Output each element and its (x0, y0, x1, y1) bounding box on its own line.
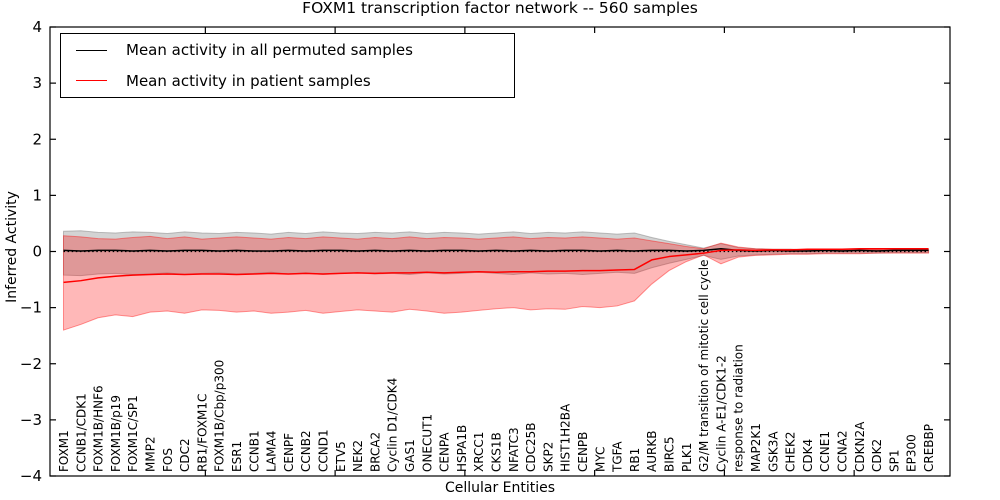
x-category-label: CCND1 (317, 429, 331, 472)
x-category-label: NFATC3 (507, 427, 521, 472)
patient-mean-line (63, 247, 929, 284)
x-category-label: MAP2K1 (749, 423, 763, 472)
x-category-label: AURKB (645, 431, 659, 472)
x-category-label: TGFA (611, 441, 625, 473)
x-category-label: G2/M transition of mitotic cell cycle (697, 259, 711, 472)
x-category-label: FOXM1 (57, 430, 71, 472)
x-category-label: CDKN2A (853, 421, 867, 472)
x-category-label: GSK3A (766, 431, 780, 472)
x-category-label: LAMA4 (265, 431, 279, 472)
x-category-label: FOXM1C/SP1 (126, 395, 140, 472)
x-category-label: Cyclin A-E1/CDK1-2 (714, 355, 728, 472)
x-category-label: GAS1 (403, 439, 417, 472)
x-category-label: Cyclin D1/CDK4 (386, 378, 400, 472)
x-category-label: CREBBP (922, 424, 936, 472)
x-category-label: CDK4 (801, 439, 815, 472)
x-category-label: SKP2 (541, 442, 555, 472)
x-category-label: HIST1H2BA (559, 403, 573, 472)
x-category-label: CCNB2 (299, 430, 313, 472)
y-tick-label: 1 (32, 186, 42, 204)
legend-entry-patient: Mean activity in patient samples (61, 67, 514, 95)
legend-label-patient: Mean activity in patient samples (126, 71, 371, 90)
x-axis-label: Cellular Entities (444, 480, 556, 496)
y-tick-label: 3 (32, 74, 42, 92)
patient-line-swatch (76, 80, 107, 82)
x-category-label: RB1/FOXM1C (195, 394, 209, 472)
x-category-label: FOXM1B/Cbp/p300 (213, 360, 227, 472)
x-category-label: response to radiation (732, 344, 746, 472)
x-category-label: MMP2 (144, 436, 158, 472)
legend-label-permuted: Mean activity in all permuted samples (126, 41, 413, 60)
x-category-label: HSPA1B (455, 425, 469, 472)
y-tick-label: 4 (32, 18, 42, 36)
x-category-label: CCNB1 (247, 430, 261, 472)
x-category-label: CCNA2 (836, 430, 850, 472)
x-category-label: CDK2 (870, 439, 884, 472)
x-category-label: FOXM1B/p19 (109, 395, 123, 472)
x-category-label: PLK1 (680, 443, 694, 472)
x-category-label: MYC (593, 447, 607, 472)
permuted-mean-line (63, 247, 929, 252)
y-tick-label: −3 (20, 411, 42, 429)
x-category-label: FOS (161, 448, 175, 472)
chart-title: FOXM1 transcription factor network -- 56… (302, 0, 698, 17)
y-tick-label: 2 (32, 130, 42, 148)
x-category-label: ETV5 (334, 441, 348, 472)
x-category-label: CENPF (282, 433, 296, 472)
x-category-label: EP300 (905, 434, 919, 472)
y-tick-label: 0 (32, 243, 42, 261)
x-category-label: BRCA2 (368, 432, 382, 472)
x-category-label: XRCC1 (472, 432, 486, 472)
x-category-label: CCNB1/CDK1 (74, 393, 88, 472)
x-category-label: CDC2 (178, 438, 192, 472)
x-category-label: RB1 (628, 448, 642, 472)
legend-entry-permuted: Mean activity in all permuted samples (61, 36, 514, 64)
permuted-line-swatch (76, 49, 107, 51)
x-category-label: CENPA (438, 432, 452, 472)
x-category-label: CCNE1 (818, 431, 832, 472)
x-category-label: ESR1 (230, 441, 244, 472)
patient-range-band (62, 235, 930, 331)
x-category-label: BIRC5 (663, 436, 677, 472)
y-tick-label: −2 (20, 355, 42, 373)
y-axis-label: Inferred Activity (4, 191, 20, 303)
x-category-label: CENPB (576, 432, 590, 472)
x-category-label: CKS1B (490, 432, 504, 472)
x-category-label: FOXM1B/HNF6 (92, 385, 106, 472)
x-category-label: ONECUT1 (420, 414, 434, 472)
y-tick-label: −4 (20, 467, 42, 485)
x-category-label: CDC25B (524, 423, 538, 473)
x-category-label: NEK2 (351, 440, 365, 472)
legend: Mean activity in all permuted samples Me… (60, 33, 515, 98)
y-tick-label: −1 (20, 299, 42, 317)
x-category-label: SP1 (887, 450, 901, 473)
x-category-label: CHEK2 (784, 432, 798, 473)
